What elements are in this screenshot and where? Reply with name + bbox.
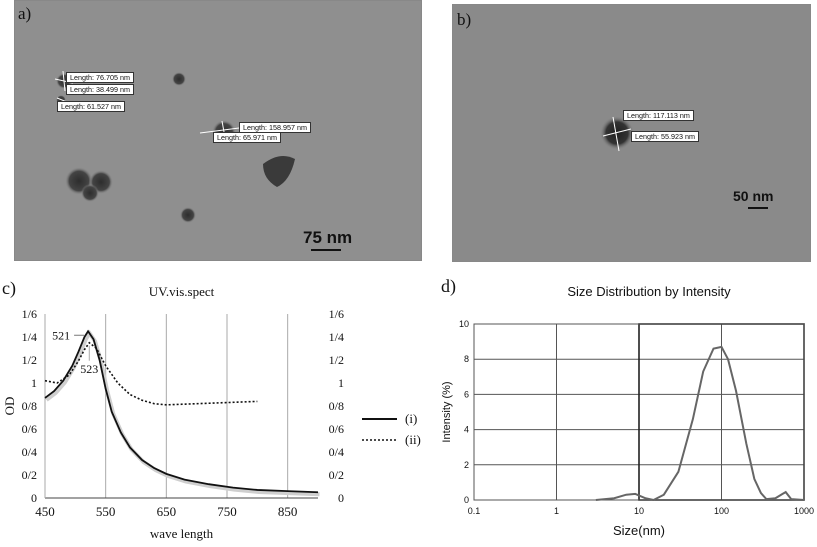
y-tick-label: 1/6 xyxy=(22,307,37,321)
tem-image-b xyxy=(452,4,811,262)
tem-image-a xyxy=(14,0,422,261)
measure-line xyxy=(612,116,620,152)
y-tick-label: 1/4 xyxy=(22,330,37,344)
y-tick-label: 0/8 xyxy=(22,399,37,413)
x-tick-label: 1000 xyxy=(794,506,814,516)
series-shadow xyxy=(45,329,320,497)
y-tick-label-right: 1/6 xyxy=(329,307,344,321)
chart-title: UV.vis.spect xyxy=(149,284,215,299)
uv-vis-chart: UV.vis.spect 450 550 650 750 850 0 0/2 0/4 0/6 0/8… xyxy=(2,284,421,541)
y-tick-label: 0/6 xyxy=(22,422,37,436)
y-tick-label: 4 xyxy=(464,425,469,435)
y-tick-label: 0/2 xyxy=(22,468,37,482)
tem-image-a-particles xyxy=(15,1,421,260)
x-tick-label: 450 xyxy=(35,504,55,519)
y-tick-label-right: 0 xyxy=(338,491,344,505)
measure-line xyxy=(602,128,632,137)
x-tick-label: 10 xyxy=(634,506,644,516)
x-tick-label: 1 xyxy=(554,506,559,516)
legend-label: (ii) xyxy=(405,432,421,447)
y-tick-label: 8 xyxy=(464,354,469,364)
measure-line xyxy=(62,70,66,92)
y-tick-label-right: 1/4 xyxy=(329,330,344,344)
x-tick-label: 650 xyxy=(157,504,177,519)
y-tick-label: 10 xyxy=(459,319,469,329)
y-tick-label-right: 1 xyxy=(338,376,344,390)
y-tick-label: 6 xyxy=(464,389,469,399)
series-line xyxy=(595,345,805,502)
panel-letter-c: c) xyxy=(2,278,16,298)
x-tick-label: 750 xyxy=(217,504,237,519)
y-tick-label-right: 0/2 xyxy=(329,468,344,482)
x-axis-label: Size(nm) xyxy=(613,523,665,538)
y-tick-label: 0 xyxy=(464,495,469,505)
particle xyxy=(81,184,99,202)
scale-bar-label: 75 nm xyxy=(303,228,353,247)
scale-bar xyxy=(748,207,768,209)
panel-letter-b: b) xyxy=(457,10,472,29)
y-axis-label: OD xyxy=(2,397,17,416)
particle xyxy=(180,207,196,223)
scale-bar xyxy=(311,249,341,251)
y-tick-label-right: 0/4 xyxy=(329,445,344,459)
y-tick-label: 1/2 xyxy=(22,353,37,367)
plot-frame xyxy=(473,323,805,501)
x-axis-label: wave length xyxy=(150,526,214,541)
chart-title: Size Distribution by Intensity xyxy=(567,284,731,299)
series-line-ii xyxy=(44,341,258,406)
measurement-label: Length: 38.499 nm xyxy=(66,84,134,95)
y-tick-label-right: 0/8 xyxy=(329,399,344,413)
measurement-label: Length: 55.923 nm xyxy=(631,131,699,142)
measurement-label: Length: 76.705 nm xyxy=(66,72,134,83)
y-axis-label: Intensity (%) xyxy=(441,381,453,442)
measurement-label: Length: 65.971 nm xyxy=(213,132,281,143)
particle xyxy=(263,155,295,187)
peak-annotation: 523 xyxy=(80,362,98,376)
x-tick-label: 550 xyxy=(96,504,116,519)
scale-bar-label: 50 nm xyxy=(733,188,774,204)
y-tick-label-right: 1/2 xyxy=(329,353,344,367)
series-line-i xyxy=(44,329,319,494)
x-tick-label: 100 xyxy=(714,506,729,516)
measurement-label: Length: 61.527 nm xyxy=(57,101,125,112)
x-tick-label: 850 xyxy=(278,504,298,519)
y-tick-label-right: 0/6 xyxy=(329,422,344,436)
y-tick-label: 1 xyxy=(31,376,37,390)
particle xyxy=(172,72,186,86)
legend-label: (i) xyxy=(405,411,417,426)
measurement-label: Length: 117.113 nm xyxy=(623,110,694,121)
panel-letter-d: d) xyxy=(441,276,456,296)
y-tick-label: 0 xyxy=(31,491,37,505)
peak-annotation: 521 xyxy=(52,328,70,342)
y-tick-label: 0/4 xyxy=(22,445,37,459)
y-tick-label: 2 xyxy=(464,460,469,470)
panel-letter-a: a) xyxy=(18,4,32,23)
x-tick-label: 0.1 xyxy=(468,506,481,516)
